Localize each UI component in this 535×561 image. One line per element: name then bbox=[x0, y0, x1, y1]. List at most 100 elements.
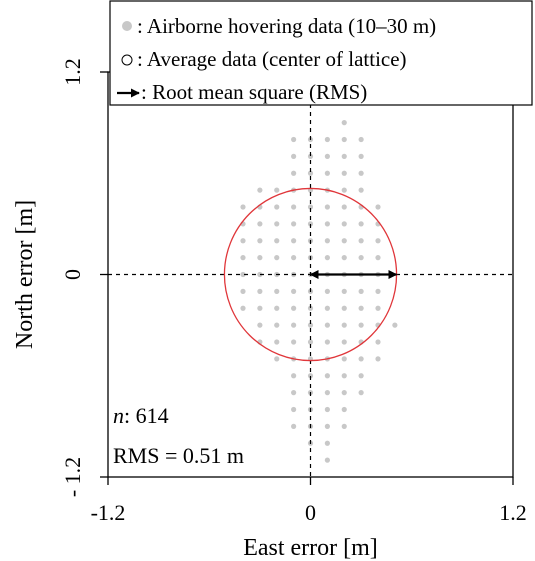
data-point bbox=[358, 221, 364, 227]
data-point bbox=[375, 339, 381, 345]
data-point bbox=[341, 339, 347, 345]
y-tick-label-max: 1.2 bbox=[60, 58, 85, 86]
data-point bbox=[324, 204, 330, 210]
data-point bbox=[324, 423, 330, 429]
data-point bbox=[341, 373, 347, 379]
legend-box bbox=[109, 0, 533, 106]
data-point bbox=[324, 373, 330, 379]
data-point bbox=[240, 271, 246, 278]
data-point bbox=[257, 322, 263, 328]
data-point bbox=[291, 238, 297, 244]
data-point bbox=[341, 170, 347, 176]
data-point bbox=[375, 238, 381, 244]
data-point bbox=[274, 339, 280, 345]
data-point bbox=[291, 322, 297, 328]
data-point bbox=[274, 322, 280, 328]
data-point bbox=[291, 305, 297, 311]
data-point bbox=[291, 406, 297, 413]
x-tick-label-zero: 0 bbox=[305, 500, 316, 525]
data-point bbox=[257, 288, 263, 294]
y-axis-title: North error [m] bbox=[12, 200, 38, 349]
data-point bbox=[307, 339, 314, 345]
data-point bbox=[358, 255, 364, 261]
data-point bbox=[375, 288, 381, 294]
data-point bbox=[375, 356, 381, 362]
data-point bbox=[257, 221, 263, 227]
data-point bbox=[358, 136, 364, 143]
data-point bbox=[307, 204, 314, 210]
data-point bbox=[341, 187, 347, 193]
data-point bbox=[358, 305, 364, 311]
data-point bbox=[257, 271, 263, 278]
y-tick-label-min: - 1.2 bbox=[60, 457, 85, 497]
data-point bbox=[274, 204, 280, 210]
data-point bbox=[274, 305, 280, 311]
legend-label-rms: : Root mean square (RMS) bbox=[141, 80, 367, 104]
data-point bbox=[291, 423, 297, 429]
data-point bbox=[291, 153, 297, 159]
data-point bbox=[341, 390, 347, 396]
data-point bbox=[240, 238, 246, 244]
data-point bbox=[358, 356, 364, 362]
data-point bbox=[240, 288, 246, 294]
data-point bbox=[358, 187, 364, 193]
n-value: : 614 bbox=[124, 403, 169, 428]
data-point bbox=[291, 288, 297, 294]
data-point bbox=[324, 238, 330, 244]
data-point bbox=[358, 390, 364, 396]
data-point bbox=[375, 255, 381, 261]
data-point bbox=[307, 305, 314, 311]
data-point bbox=[291, 204, 297, 210]
legend-marker-average bbox=[121, 54, 133, 66]
x-axis-title: East error [m] bbox=[243, 535, 378, 561]
data-point bbox=[240, 204, 246, 210]
legend-marker-airborne bbox=[122, 21, 132, 31]
data-point bbox=[324, 390, 330, 396]
legend-label-airborne: : Airborne hovering data (10–30 m) bbox=[137, 14, 436, 38]
data-point bbox=[341, 356, 347, 362]
data-point bbox=[291, 339, 297, 345]
data-point bbox=[274, 187, 280, 193]
data-point bbox=[257, 238, 263, 244]
data-point bbox=[324, 406, 330, 413]
data-point bbox=[341, 322, 347, 328]
data-point bbox=[341, 305, 347, 311]
n-annotation: n: 614 bbox=[113, 403, 169, 428]
data-point bbox=[324, 288, 330, 294]
data-point bbox=[307, 221, 314, 227]
x-tick-label-max: 1.2 bbox=[499, 500, 527, 525]
y-tick-label-zero: 0 bbox=[60, 269, 85, 280]
data-point bbox=[324, 170, 330, 176]
data-point bbox=[341, 255, 347, 261]
data-point bbox=[274, 238, 280, 244]
data-point bbox=[324, 457, 330, 463]
data-point bbox=[358, 288, 364, 294]
data-point bbox=[358, 322, 364, 328]
data-point bbox=[358, 170, 364, 176]
data-point bbox=[341, 221, 347, 227]
data-point bbox=[324, 255, 330, 261]
data-point bbox=[324, 305, 330, 311]
data-point bbox=[324, 153, 330, 159]
data-point bbox=[274, 221, 280, 227]
data-point bbox=[291, 373, 297, 379]
data-point bbox=[358, 373, 364, 379]
data-point bbox=[307, 170, 314, 176]
x-tick-label-min: -1.2 bbox=[91, 500, 126, 525]
data-point bbox=[240, 305, 246, 311]
data-point bbox=[341, 153, 347, 159]
data-point bbox=[341, 204, 347, 210]
rms-annotation: RMS = 0.51 m bbox=[113, 443, 244, 468]
data-point bbox=[392, 322, 398, 328]
n-label: n bbox=[113, 403, 124, 428]
data-point bbox=[274, 356, 280, 362]
data-point bbox=[291, 136, 297, 143]
data-point bbox=[341, 423, 347, 429]
data-point bbox=[324, 221, 330, 227]
data-point bbox=[341, 406, 347, 413]
legend-label-average: : Average data (center of lattice) bbox=[137, 47, 407, 71]
data-point bbox=[257, 305, 263, 311]
data-point bbox=[291, 170, 297, 176]
data-point bbox=[341, 136, 347, 143]
